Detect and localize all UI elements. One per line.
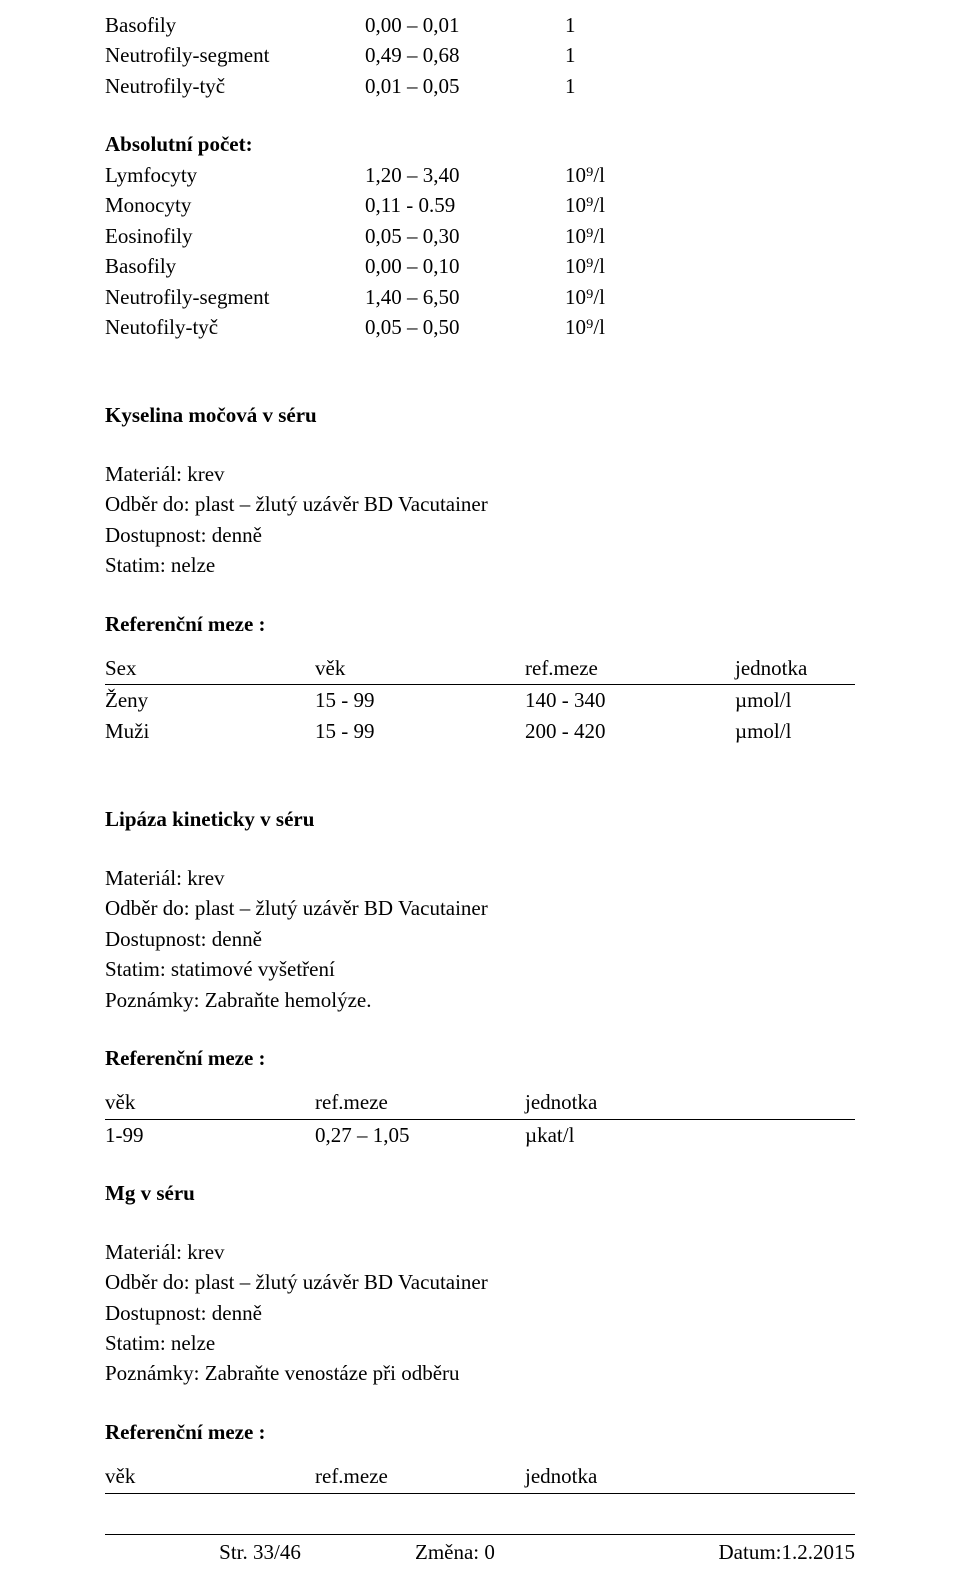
footer-change: Změna: 0 bbox=[415, 1537, 645, 1567]
cell: 15 - 99 bbox=[315, 716, 525, 746]
info-line: Odběr do: plast – žlutý uzávěr BD Vacuta… bbox=[105, 1267, 855, 1297]
param-unit: 10⁹/l bbox=[565, 312, 855, 342]
ref-row: Ženy 15 - 99 140 - 340 µmol/l bbox=[105, 685, 855, 715]
table-row: Neutrofily-tyč 0,01 – 0,05 1 bbox=[105, 71, 855, 101]
param-unit: 1 bbox=[565, 71, 855, 101]
param-unit: 10⁹/l bbox=[565, 221, 855, 251]
absolute-count-heading: Absolutní počet: bbox=[105, 129, 855, 159]
param-range: 0,11 - 0.59 bbox=[365, 190, 565, 220]
param-unit: 1 bbox=[565, 40, 855, 70]
param-range: 1,20 – 3,40 bbox=[365, 160, 565, 190]
param-name: Basofily bbox=[105, 10, 365, 40]
param-name: Neutrofily-segment bbox=[105, 282, 365, 312]
param-unit: 1 bbox=[565, 10, 855, 40]
info-line: Poznámky: Zabraňte hemolýze. bbox=[105, 985, 855, 1015]
param-name: Lymfocyty bbox=[105, 160, 365, 190]
param-name: Eosinofily bbox=[105, 221, 365, 251]
param-name: Neutrofily-segment bbox=[105, 40, 365, 70]
info-line: Dostupnost: denně bbox=[105, 520, 855, 550]
cell: 200 - 420 bbox=[525, 716, 735, 746]
cell: 0,27 – 1,05 bbox=[315, 1120, 525, 1150]
cell: µmol/l bbox=[735, 716, 855, 746]
table-row: Eosinofily 0,05 – 0,30 10⁹/l bbox=[105, 221, 855, 251]
param-unit: 10⁹/l bbox=[565, 160, 855, 190]
param-name: Neutrofily-tyč bbox=[105, 71, 365, 101]
ref-header-row: věk ref.meze jednotka bbox=[105, 1087, 855, 1119]
info-line: Statim: statimové vyšetření bbox=[105, 954, 855, 984]
param-unit: 10⁹/l bbox=[565, 251, 855, 281]
section-title: Kyselina močová v séru bbox=[105, 400, 855, 430]
param-name: Basofily bbox=[105, 251, 365, 281]
param-range: 0,01 – 0,05 bbox=[365, 71, 565, 101]
table-row: Basofily 0,00 – 0,01 1 bbox=[105, 10, 855, 40]
param-name: Monocyty bbox=[105, 190, 365, 220]
param-range: 1,40 – 6,50 bbox=[365, 282, 565, 312]
col-refmeze: ref.meze bbox=[525, 653, 735, 683]
cell: µkat/l bbox=[525, 1120, 855, 1150]
table-row: Monocyty 0,11 - 0.59 10⁹/l bbox=[105, 190, 855, 220]
table-row: Basofily 0,00 – 0,10 10⁹/l bbox=[105, 251, 855, 281]
footer-page: Str. 33/46 bbox=[105, 1537, 415, 1567]
table-row: Lymfocyty 1,20 – 3,40 10⁹/l bbox=[105, 160, 855, 190]
info-line: Dostupnost: denně bbox=[105, 924, 855, 954]
col-age: věk bbox=[105, 1461, 315, 1491]
info-line: Dostupnost: denně bbox=[105, 1298, 855, 1328]
info-line: Materiál: krev bbox=[105, 459, 855, 489]
section-title: Mg v séru bbox=[105, 1178, 855, 1208]
info-line: Materiál: krev bbox=[105, 863, 855, 893]
ref-heading: Referenční meze : bbox=[105, 609, 855, 639]
table-row: Neutrofily-segment 0,49 – 0,68 1 bbox=[105, 40, 855, 70]
info-line: Odběr do: plast – žlutý uzávěr BD Vacuta… bbox=[105, 489, 855, 519]
ref-heading: Referenční meze : bbox=[105, 1043, 855, 1073]
param-unit: 10⁹/l bbox=[565, 190, 855, 220]
param-unit: 10⁹/l bbox=[565, 282, 855, 312]
section-title: Lipáza kineticky v séru bbox=[105, 804, 855, 834]
cell: 1-99 bbox=[105, 1120, 315, 1150]
cell: 15 - 99 bbox=[315, 685, 525, 715]
info-line: Materiál: krev bbox=[105, 1237, 855, 1267]
page-footer: Str. 33/46 Změna: 0 Datum:1.2.2015 bbox=[105, 1534, 855, 1567]
param-range: 0,00 – 0,10 bbox=[365, 251, 565, 281]
ref-row: 1-99 0,27 – 1,05 µkat/l bbox=[105, 1120, 855, 1150]
col-age: věk bbox=[315, 653, 525, 683]
footer-date: Datum:1.2.2015 bbox=[645, 1537, 855, 1567]
col-refmeze: ref.meze bbox=[315, 1461, 525, 1491]
col-refmeze: ref.meze bbox=[315, 1087, 525, 1117]
param-range: 0,05 – 0,50 bbox=[365, 312, 565, 342]
col-sex: Sex bbox=[105, 653, 315, 683]
info-line: Poznámky: Zabraňte venostáze při odběru bbox=[105, 1358, 855, 1388]
col-unit: jednotka bbox=[735, 653, 855, 683]
param-range: 0,00 – 0,01 bbox=[365, 10, 565, 40]
top-table: Basofily 0,00 – 0,01 1 Neutrofily-segmen… bbox=[105, 10, 855, 101]
info-line: Odběr do: plast – žlutý uzávěr BD Vacuta… bbox=[105, 893, 855, 923]
param-range: 0,05 – 0,30 bbox=[365, 221, 565, 251]
cell: µmol/l bbox=[735, 685, 855, 715]
param-name: Neutofily-tyč bbox=[105, 312, 365, 342]
col-unit: jednotka bbox=[525, 1087, 855, 1117]
info-line: Statim: nelze bbox=[105, 550, 855, 580]
ref-heading: Referenční meze : bbox=[105, 1417, 855, 1447]
param-range: 0,49 – 0,68 bbox=[365, 40, 565, 70]
cell: Muži bbox=[105, 716, 315, 746]
ref-header-row: Sex věk ref.meze jednotka bbox=[105, 653, 855, 685]
col-age: věk bbox=[105, 1087, 315, 1117]
table-row: Neutofily-tyč 0,05 – 0,50 10⁹/l bbox=[105, 312, 855, 342]
cell: 140 - 340 bbox=[525, 685, 735, 715]
table-row: Neutrofily-segment 1,40 – 6,50 10⁹/l bbox=[105, 282, 855, 312]
col-unit: jednotka bbox=[525, 1461, 855, 1491]
ref-header-row: věk ref.meze jednotka bbox=[105, 1461, 855, 1493]
cell: Ženy bbox=[105, 685, 315, 715]
absolute-table: Lymfocyty 1,20 – 3,40 10⁹/l Monocyty 0,1… bbox=[105, 160, 855, 343]
ref-row: Muži 15 - 99 200 - 420 µmol/l bbox=[105, 716, 855, 746]
info-line: Statim: nelze bbox=[105, 1328, 855, 1358]
